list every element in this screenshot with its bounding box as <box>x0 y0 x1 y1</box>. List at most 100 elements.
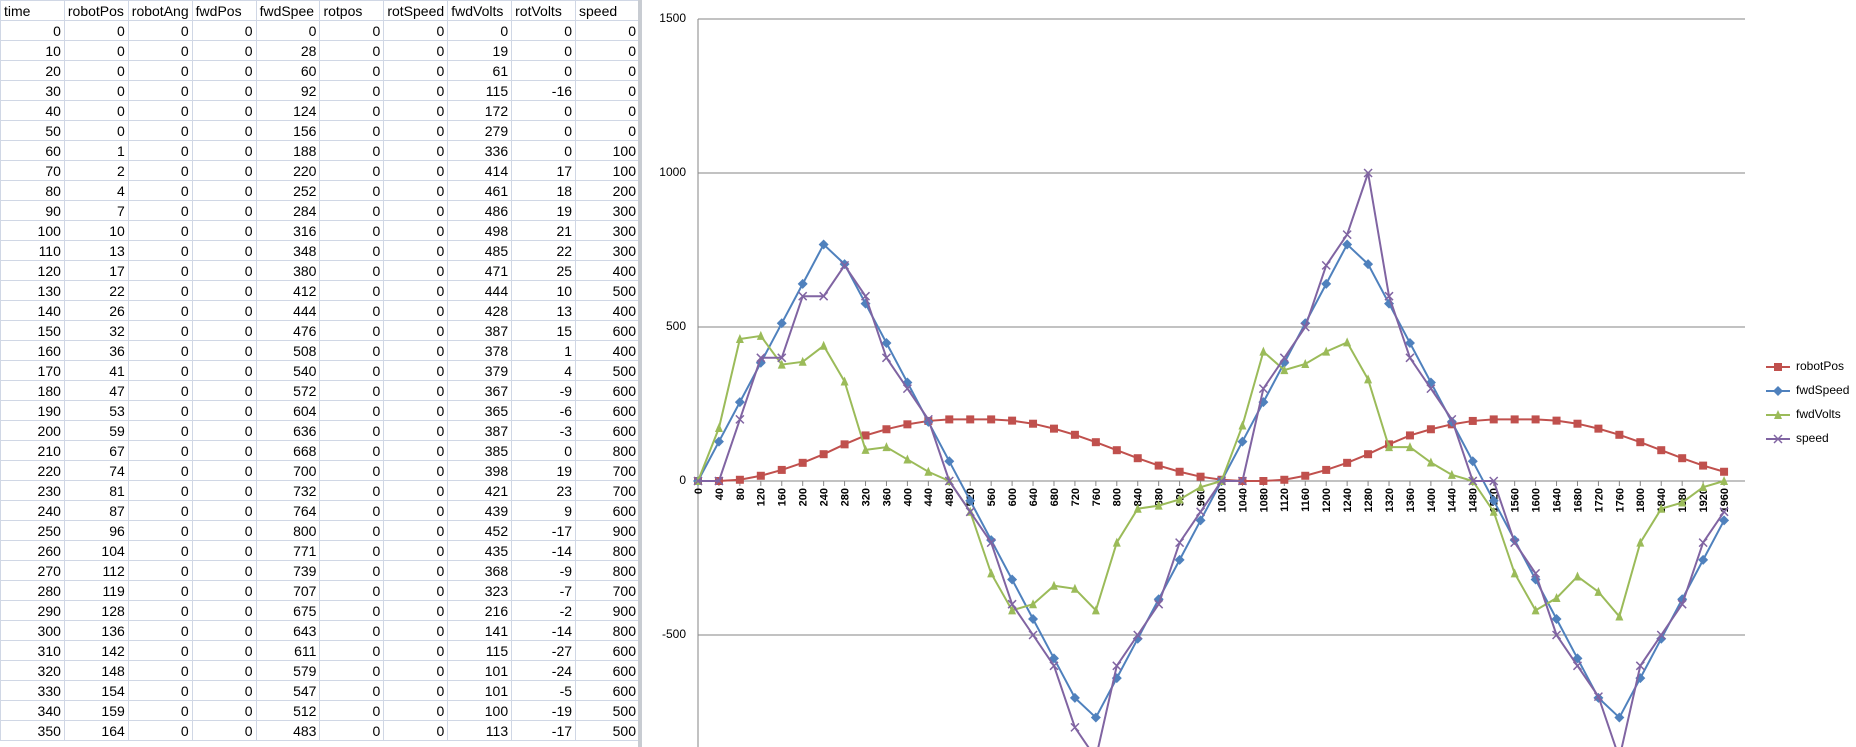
x-tick-label: 1240 <box>1342 488 1354 512</box>
column-header: rotSpeed <box>383 0 449 21</box>
cell: 800 <box>255 520 321 541</box>
cell: 60 <box>0 140 65 161</box>
cell: 0 <box>127 480 193 501</box>
x-tick-label: 1680 <box>1572 488 1584 512</box>
marker <box>1698 554 1709 565</box>
x-tick-label: 1360 <box>1405 488 1417 512</box>
cell: 0 <box>191 500 257 521</box>
marker <box>1196 482 1205 492</box>
marker <box>944 456 955 467</box>
cell: 164 <box>63 720 129 741</box>
cell: 0 <box>191 20 257 41</box>
cell: 0 <box>191 640 257 661</box>
row: 350 164 0 0 483 0 0 113 -17 500 <box>0 720 640 741</box>
marker <box>1531 568 1541 578</box>
cell: 0 <box>127 340 193 361</box>
row: 240 87 0 0 764 0 0 439 9 600 <box>0 500 640 521</box>
cell: 19 <box>447 40 513 61</box>
cell: 600 <box>575 660 640 681</box>
marker <box>1154 461 1163 470</box>
cell: 40 <box>0 100 65 121</box>
cell: 100 <box>0 220 65 241</box>
series <box>693 168 1729 747</box>
cell: 0 <box>191 540 257 561</box>
cell: 0 <box>191 40 257 61</box>
cell: 200 <box>575 180 640 201</box>
marker <box>1719 515 1730 526</box>
x-tick-label: 1960 <box>1719 488 1731 512</box>
x-tick-label: 400 <box>902 488 914 506</box>
cell: 0 <box>63 120 129 141</box>
x-tick-label: 760 <box>1091 488 1103 506</box>
marker <box>1300 322 1310 332</box>
cell: 900 <box>575 520 640 541</box>
cell: 1 <box>511 340 577 361</box>
cell: 0 <box>127 640 193 661</box>
cell: 0 <box>511 40 577 61</box>
row: 80 4 0 0 252 0 0 461 18 200 <box>0 180 640 201</box>
cell: 59 <box>63 420 129 441</box>
x-tick-label: 1320 <box>1384 488 1396 512</box>
row: 90 7 0 0 284 0 0 486 19 300 <box>0 200 640 221</box>
marker <box>756 330 765 340</box>
cell: 128 <box>63 600 129 621</box>
cell: 0 <box>575 40 640 61</box>
cell: 100 <box>575 160 640 181</box>
cell: 0 <box>127 380 193 401</box>
cell: 0 <box>319 680 385 701</box>
x-tick-label: 360 <box>881 488 893 506</box>
marker <box>1364 450 1373 459</box>
marker <box>1048 653 1059 664</box>
x-tick-label: 1280 <box>1363 488 1375 512</box>
legend-label: robotPos <box>1796 359 1844 373</box>
row: 120 17 0 0 380 0 0 471 25 400 <box>0 260 640 281</box>
cell: 500 <box>575 360 640 381</box>
cell: 0 <box>575 60 640 81</box>
cell: 414 <box>447 160 513 181</box>
legend-label: speed <box>1796 431 1829 445</box>
cell: 800 <box>575 440 640 461</box>
cell: 643 <box>255 620 321 641</box>
cell: 0 <box>383 100 449 121</box>
x-tick-label: 1800 <box>1635 488 1647 512</box>
marker <box>776 318 787 329</box>
row: 300 136 0 0 643 0 0 141 -14 800 <box>0 620 640 641</box>
cell: 0 <box>191 440 257 461</box>
marker <box>1635 661 1645 671</box>
marker <box>1719 507 1729 517</box>
cell: 800 <box>575 620 640 641</box>
marker <box>735 334 744 344</box>
marker <box>1774 363 1782 371</box>
cell: 0 <box>383 460 449 481</box>
cell: 0 <box>127 700 193 721</box>
cell: 0 <box>383 140 449 161</box>
cell: 428 <box>447 300 513 321</box>
cell: -24 <box>511 660 577 681</box>
cell: 190 <box>0 400 65 421</box>
marker <box>965 495 976 506</box>
marker <box>1133 503 1142 513</box>
cell: 0 <box>319 60 385 81</box>
cell: 100 <box>447 700 513 721</box>
cell: 0 <box>127 300 193 321</box>
cell: 0 <box>127 680 193 701</box>
marker <box>735 475 744 484</box>
cell: 600 <box>575 380 640 401</box>
column-header: fwdSpee <box>255 0 321 21</box>
cell: 0 <box>383 500 449 521</box>
cell: 300 <box>575 240 640 261</box>
marker <box>1426 384 1436 394</box>
cell: 0 <box>383 120 449 141</box>
row: 210 67 0 0 668 0 0 385 0 800 <box>0 440 640 461</box>
cell: 0 <box>383 340 449 361</box>
x-tick-label: 40 <box>714 488 726 500</box>
chart: -500 0 500 1000 1500 0 40 80 120 160 200 240 280 320 3… <box>659 11 1849 747</box>
series <box>694 330 1729 621</box>
x-tick-label: 320 <box>860 488 872 506</box>
cell: 700 <box>575 460 640 481</box>
marker <box>1049 580 1058 590</box>
cell: 0 <box>511 20 577 41</box>
marker <box>756 353 766 363</box>
cell: 0 <box>383 280 449 301</box>
line <box>698 418 1725 482</box>
